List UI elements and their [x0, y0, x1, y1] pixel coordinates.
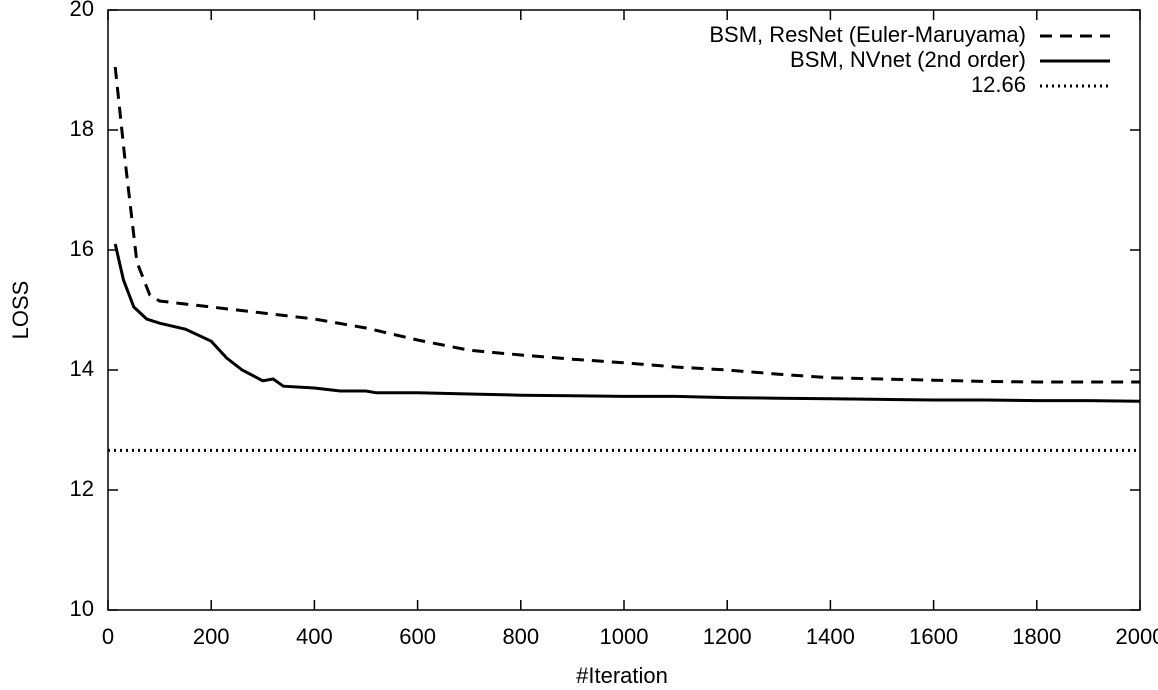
legend-label: BSM, NVnet (2nd order) — [790, 47, 1026, 72]
y-tick-label: 10 — [70, 596, 94, 621]
plot-frame — [107, 9, 1141, 611]
y-tick-label: 14 — [70, 356, 94, 381]
x-tick-label: 200 — [193, 624, 230, 649]
x-tick-label: 1200 — [703, 624, 752, 649]
x-tick-label: 2000 — [1116, 624, 1158, 649]
x-tick-label: 1600 — [909, 624, 958, 649]
y-axis-label: LOSS — [8, 281, 33, 340]
x-tick-label: 0 — [102, 624, 114, 649]
legend-label: BSM, ResNet (Euler-Maruyama) — [709, 22, 1026, 47]
series-line — [113, 243, 1141, 403]
legend-label: 12.66 — [971, 72, 1026, 97]
x-tick-label: 400 — [296, 624, 333, 649]
x-tick-label: 1000 — [600, 624, 649, 649]
x-tick-label: 800 — [502, 624, 539, 649]
y-tick-label: 12 — [70, 476, 94, 501]
x-tick-label: 1400 — [806, 624, 855, 649]
y-tick-label: 20 — [70, 0, 94, 21]
y-tick-label: 16 — [70, 236, 94, 261]
series-line — [113, 66, 1140, 384]
y-tick-label: 18 — [70, 116, 94, 141]
x-tick-label: 600 — [399, 624, 436, 649]
x-tick-label: 1800 — [1012, 624, 1061, 649]
x-axis-label: #Iteration — [576, 663, 668, 688]
